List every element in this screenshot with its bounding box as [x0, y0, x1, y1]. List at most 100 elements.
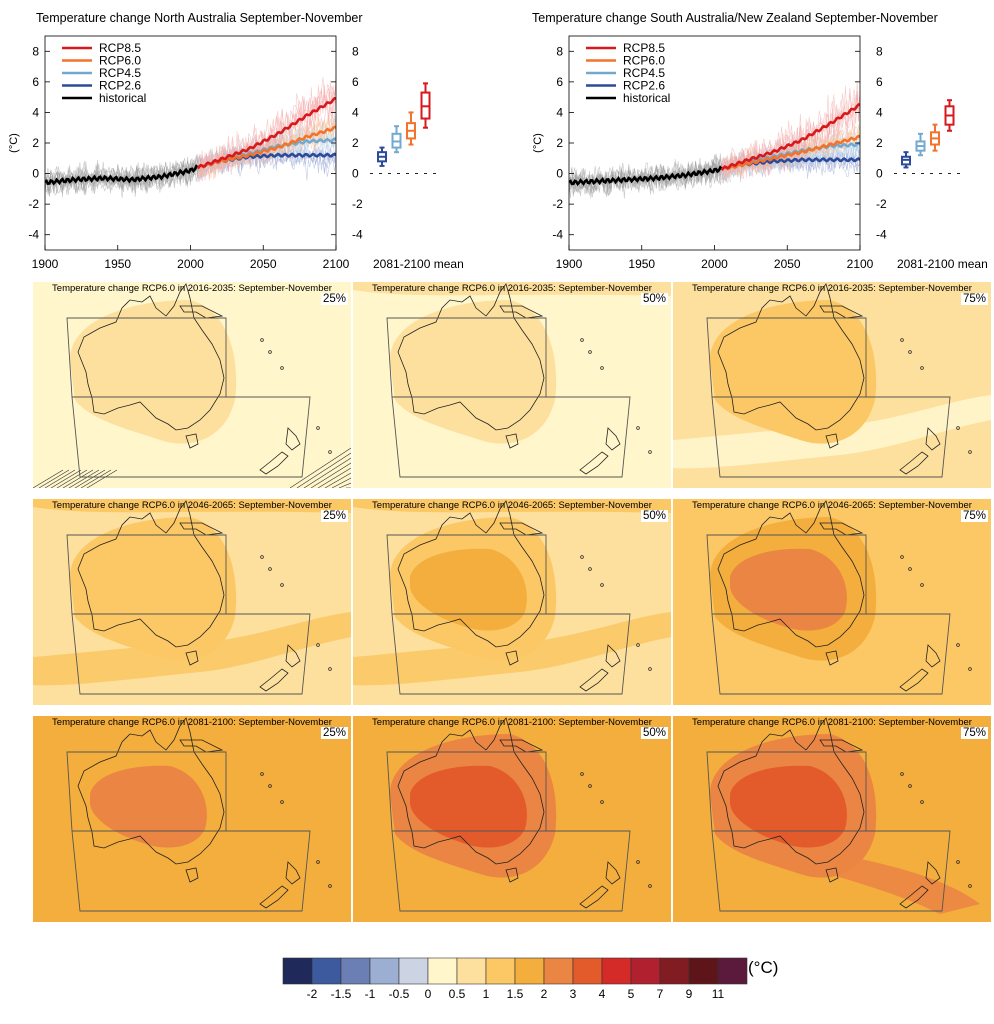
coastline — [397, 283, 545, 431]
map-percentile: 75% — [960, 727, 988, 739]
hatch-line — [289, 447, 351, 488]
y-tick-label-right: -2 — [352, 197, 363, 211]
map-percentile: 50% — [640, 293, 668, 305]
map-title: Temperature change RCP6.0 in 2016-2035: … — [52, 283, 332, 294]
colorbar-swatch — [340, 957, 371, 985]
map-field — [33, 499, 351, 705]
map-percentile: 50% — [640, 727, 668, 739]
y-axis-label: (°C) — [532, 133, 544, 153]
map-percentile: 50% — [640, 510, 668, 522]
south-australia-nz-region-box — [711, 396, 951, 478]
region-fill-inner — [410, 548, 527, 631]
coastline — [605, 644, 621, 668]
legend-entry: RCP4.5 — [99, 66, 141, 80]
x-tick-label: 1900 — [32, 257, 59, 271]
coastline — [579, 885, 609, 909]
region-fill-outer — [710, 300, 877, 444]
map-field — [33, 716, 351, 922]
island — [920, 800, 924, 804]
coastline — [77, 283, 225, 431]
map-panel: Temperature change RCP6.0 in 2016-2035: … — [353, 282, 671, 488]
colorbar-swatch — [688, 957, 719, 985]
coastline — [899, 885, 929, 909]
timeseries-chart-north: -4 -4 -2 -2 0 0 2 2 4 4 6 6 8 8 1900 1950 2000 2050 2100 (°… — [8, 35, 464, 271]
colorbar-swatch — [398, 957, 429, 985]
map-field — [673, 499, 991, 705]
map-panel: Temperature change RCP6.0 in 2046-2065: … — [673, 499, 991, 705]
colorbar-tick-label: 9 — [686, 987, 693, 1001]
hatch-line — [86, 469, 118, 488]
map-title: Temperature change RCP6.0 in 2016-2035: … — [692, 283, 972, 294]
y-tick-label-right: 2 — [876, 136, 883, 150]
south-australia-nz-region-box — [391, 830, 631, 912]
coastline — [259, 668, 289, 692]
island — [268, 567, 272, 571]
region-fill-inner — [90, 765, 207, 848]
coastline — [579, 668, 609, 692]
island — [956, 426, 960, 430]
map-band — [33, 499, 351, 513]
series-line-historical — [569, 165, 723, 187]
colorbar-tick-label: -1 — [365, 987, 376, 1001]
box-panel-label: 2081-2100 mean — [373, 257, 464, 271]
map-panel: Temperature change RCP6.0 in 2016-2035: … — [673, 282, 991, 488]
map-field — [353, 499, 671, 705]
box-rcp60 — [406, 111, 416, 146]
island — [268, 784, 272, 788]
y-tick-label-right: -2 — [876, 197, 887, 211]
x-tick-label: 2000 — [701, 257, 728, 271]
y-tick-label: 6 — [32, 75, 39, 89]
hatch-line — [50, 469, 82, 488]
legend-entry: RCP4.5 — [623, 66, 665, 80]
south-australia-nz-region-box — [71, 396, 311, 478]
island — [968, 450, 972, 454]
map-field — [673, 716, 991, 922]
region-fill-inner — [410, 765, 527, 848]
map-field — [353, 282, 671, 488]
box-rcp85 — [420, 82, 431, 129]
colorbar-swatch — [311, 957, 342, 985]
significance-hatching — [33, 447, 351, 488]
y-tick-label: 4 — [556, 105, 563, 119]
colorbar: -2 -1.5 -1 -0.5 0 0.5 1 1.5 2 3 4 5 7 9 11 — [282, 957, 748, 1001]
x-tick-label: 2050 — [774, 257, 801, 271]
y-tick-label-right: 4 — [352, 105, 359, 119]
hatch-line — [44, 469, 76, 488]
box-rcp26 — [901, 151, 911, 169]
y-tick-label-right: 6 — [352, 75, 359, 89]
island — [260, 338, 264, 342]
island — [648, 884, 652, 888]
coastline — [717, 283, 865, 431]
hatch-line — [80, 469, 112, 488]
coastline — [717, 500, 865, 648]
coastline — [285, 427, 301, 451]
box-panel-label: 2081-2100 mean — [897, 257, 988, 271]
map-band — [673, 282, 991, 296]
colorbar-swatch — [659, 957, 690, 985]
island — [580, 772, 584, 776]
y-tick-label-right: 0 — [876, 167, 883, 181]
region-fill-outer — [70, 300, 237, 444]
coastline — [285, 861, 301, 885]
y-tick-label-right: 2 — [352, 136, 359, 150]
map-field — [33, 282, 351, 488]
plot-area-north — [45, 75, 336, 199]
historical-member-line — [569, 153, 723, 194]
map-panel: Temperature change RCP6.0 in 2016-2035: … — [33, 282, 351, 488]
hatch-line — [38, 469, 70, 488]
map-band — [353, 499, 671, 513]
map-field — [353, 716, 671, 922]
map-title: Temperature change RCP6.0 in 2046-2065: … — [372, 500, 652, 511]
map-percentile: 25% — [320, 727, 348, 739]
box-rcp45 — [391, 125, 402, 154]
map-title: Temperature change RCP6.0 in 2081-2100: … — [372, 717, 652, 728]
colorbar-tick-label: 1 — [483, 987, 490, 1001]
legend-entry: RCP8.5 — [623, 41, 665, 55]
south-australia-nz-region-box — [391, 613, 631, 695]
legend-entry: historical — [99, 91, 146, 105]
coastline — [825, 433, 839, 449]
island — [316, 426, 320, 430]
colorbar-swatch — [717, 957, 748, 985]
